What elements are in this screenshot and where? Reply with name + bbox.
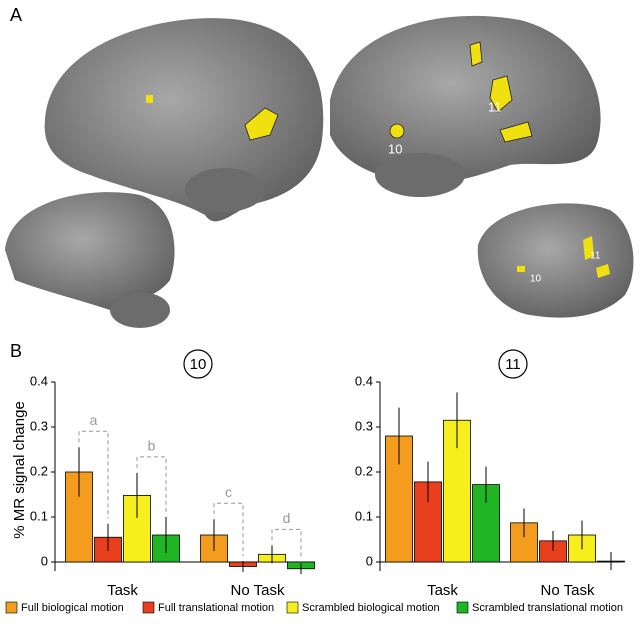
panel-label: A (10, 5, 22, 25)
y-tick-label: 0.4 (355, 373, 373, 388)
chart-title: 10 (190, 356, 207, 373)
brain-small-right: 11 10 (477, 203, 634, 318)
legend-swatch (456, 601, 469, 614)
significance-label: c (225, 484, 232, 500)
significance-label: b (148, 438, 156, 454)
region-label: 10 (388, 141, 402, 156)
title-circle (498, 349, 528, 379)
y-tick-label: 0.3 (355, 418, 373, 433)
significance-label: a (90, 412, 98, 428)
x-tick-label: Task (107, 582, 138, 599)
significance-label: d (283, 510, 291, 526)
y-tick-label: 0.1 (355, 508, 373, 523)
y-tick-label: 0.2 (30, 463, 48, 478)
legend-label: Scrambled biological motion (302, 602, 440, 614)
legend-label: Scrambled translational motion (472, 602, 623, 614)
legend-swatch (142, 601, 155, 614)
x-tick-label: Task (427, 582, 458, 599)
title-circle (183, 349, 213, 379)
x-tick-label: No Task (541, 582, 595, 599)
region-label: 10 (530, 274, 542, 285)
brain-small-left (5, 192, 175, 328)
panel-label: B (10, 341, 22, 361)
y-tick-label: 0 (366, 553, 373, 568)
y-tick-label: 0.1 (30, 508, 48, 523)
legend-label: Full translational motion (158, 602, 274, 614)
region-label: 11 (590, 251, 601, 262)
brain-right: 11 10 (330, 15, 601, 197)
chart-title: 11 (505, 356, 521, 373)
y-tick-label: 0.4 (30, 373, 48, 388)
y-tick-label: 0 (41, 553, 48, 568)
brain-left (44, 18, 324, 222)
legend-swatch (286, 601, 299, 614)
y-tick-label: 0.2 (355, 463, 373, 478)
y-tick-label: 0.3 (30, 418, 48, 433)
significance-bracket (213, 502, 244, 557)
y-axis-label: % MR signal change (11, 401, 28, 539)
x-tick-label: No Task (231, 582, 285, 599)
region-label: 11 (488, 99, 502, 114)
legend-label: Full biological motion (21, 602, 124, 614)
legend-swatch (5, 601, 18, 614)
